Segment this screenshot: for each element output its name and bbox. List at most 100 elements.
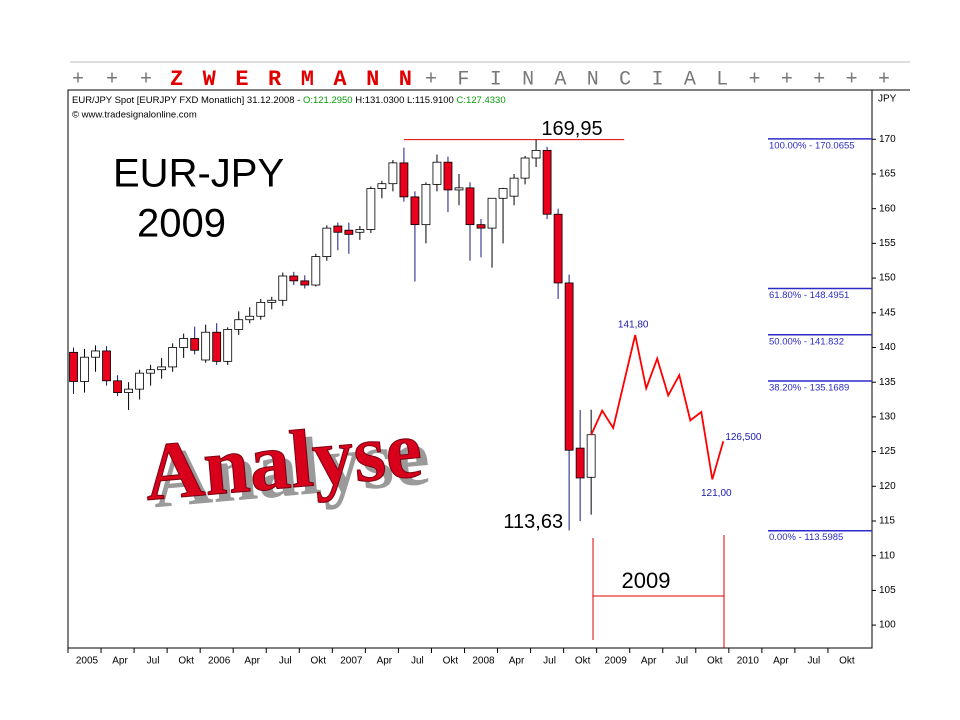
y-tick-label: 100	[879, 620, 896, 631]
x-tick-label: Okt	[575, 656, 591, 667]
candle-body	[487, 197, 497, 229]
plot-frame	[67, 89, 873, 649]
x-tick-label: Okt	[178, 656, 194, 667]
x-tick-label: Jul	[147, 656, 160, 667]
candle-body	[289, 275, 299, 282]
candle-body	[168, 347, 178, 368]
candle-body	[179, 338, 189, 348]
y-tick-label: 140	[879, 342, 896, 353]
y-tick-label: 125	[879, 446, 896, 457]
candle-body	[388, 162, 398, 185]
candle-body	[454, 187, 464, 191]
candle-body	[113, 380, 122, 393]
low-label: 113,63	[503, 511, 563, 533]
x-tick-label: Jul	[808, 656, 821, 667]
y-tick-label: 170	[879, 134, 896, 145]
forecast-line	[590, 334, 725, 480]
brand-name: ZWERMANN	[170, 67, 412, 92]
candle-body	[575, 447, 585, 479]
x-tick-label: Apr	[244, 656, 260, 667]
candle-body	[531, 149, 541, 159]
info-close: C:127.4330	[456, 95, 505, 106]
candle-body	[366, 188, 376, 230]
info-low: L:115.9100	[407, 95, 454, 106]
candle-body	[410, 196, 420, 226]
candle-body	[421, 183, 431, 226]
candle-body	[509, 177, 519, 197]
candle-body	[498, 188, 508, 199]
x-tick-label: 2008	[472, 656, 495, 667]
candle-body	[245, 315, 255, 321]
x-tick-label: Apr	[112, 656, 128, 667]
candle-body	[146, 369, 156, 374]
brand-left: + + +	[72, 68, 152, 91]
candle-body	[311, 256, 321, 286]
candle-body	[355, 229, 365, 233]
info-high: H:131.0300	[355, 95, 404, 106]
y-tick-label: 165	[879, 169, 896, 180]
y-tick-label: 155	[879, 238, 896, 249]
candle-body	[223, 329, 233, 362]
candle-body	[278, 275, 288, 301]
y-tick-label: 130	[879, 412, 896, 423]
fib-label: 61.80% - 148.4951	[769, 290, 849, 301]
fib-label: 100.00% - 170.0655	[769, 140, 855, 151]
x-tick-label: Apr	[509, 656, 525, 667]
x-tick-label: Okt	[443, 656, 459, 667]
candle-body	[564, 282, 574, 451]
x-tick-label: Okt	[707, 656, 723, 667]
candle-body	[157, 366, 167, 371]
candle-body	[553, 213, 563, 284]
candle-body	[520, 157, 530, 179]
x-tick-label: Okt	[311, 656, 327, 667]
candle-body	[212, 331, 222, 362]
y-tick-label: 150	[879, 273, 896, 284]
info-label: EUR/JPY Spot [EURJPY FXD Monatlich] 31.1…	[72, 95, 300, 106]
candle-body	[69, 351, 78, 382]
x-tick-label: Jul	[411, 656, 424, 667]
x-tick-label: Okt	[839, 656, 855, 667]
x-tick-label: 2006	[208, 656, 231, 667]
candle-body	[333, 225, 343, 233]
candle-body	[80, 356, 89, 382]
high-label: 169,95	[541, 118, 602, 140]
candle-body	[465, 187, 475, 226]
fib-label: 38.20% - 135.1689	[769, 383, 849, 394]
x-tick-label: Apr	[773, 656, 789, 667]
y-tick-label: 110	[879, 550, 895, 561]
candle-body	[102, 350, 111, 382]
candle-body	[201, 331, 211, 361]
candle-body	[190, 338, 200, 351]
candle-body	[542, 149, 552, 215]
candle-body	[322, 227, 332, 257]
x-tick-label: 2010	[737, 656, 760, 667]
candle-body	[124, 388, 133, 393]
title: EUR-JPY	[113, 152, 284, 196]
overlay-group: Analyse Analyse	[140, 403, 433, 526]
candle-body	[586, 434, 596, 478]
candle-body	[300, 280, 310, 286]
brand-right: + F I N A N C I A L + + + + +	[425, 68, 890, 91]
candle-body	[344, 229, 354, 235]
y-tick-label: 115	[879, 516, 895, 527]
candle-body	[135, 372, 144, 390]
x-tick-label: Apr	[377, 656, 393, 667]
info-line: EUR/JPY Spot [EURJPY FXD Monatlich] 31.1…	[72, 95, 506, 106]
candle-body	[399, 162, 409, 198]
forecast-label: 126,500	[725, 432, 762, 443]
copyright: © www.tradesignalonline.com	[72, 110, 197, 121]
forecast-label: 141,80	[618, 320, 649, 331]
x-tick-label: Jul	[279, 656, 292, 667]
y-tick-label: 135	[879, 377, 896, 388]
candle-body	[443, 161, 453, 191]
period-label: 2009	[622, 568, 671, 593]
y-tick-label: 120	[879, 481, 896, 492]
x-tick-label: Jul	[543, 656, 556, 667]
x-tick-label: Jul	[675, 656, 688, 667]
fib-label: 0.00% - 113.5985	[769, 532, 843, 543]
candle-body	[377, 183, 387, 189]
y-tick-label: 160	[879, 203, 896, 214]
y-tick-label: 145	[879, 307, 896, 318]
candle-body	[91, 350, 100, 358]
